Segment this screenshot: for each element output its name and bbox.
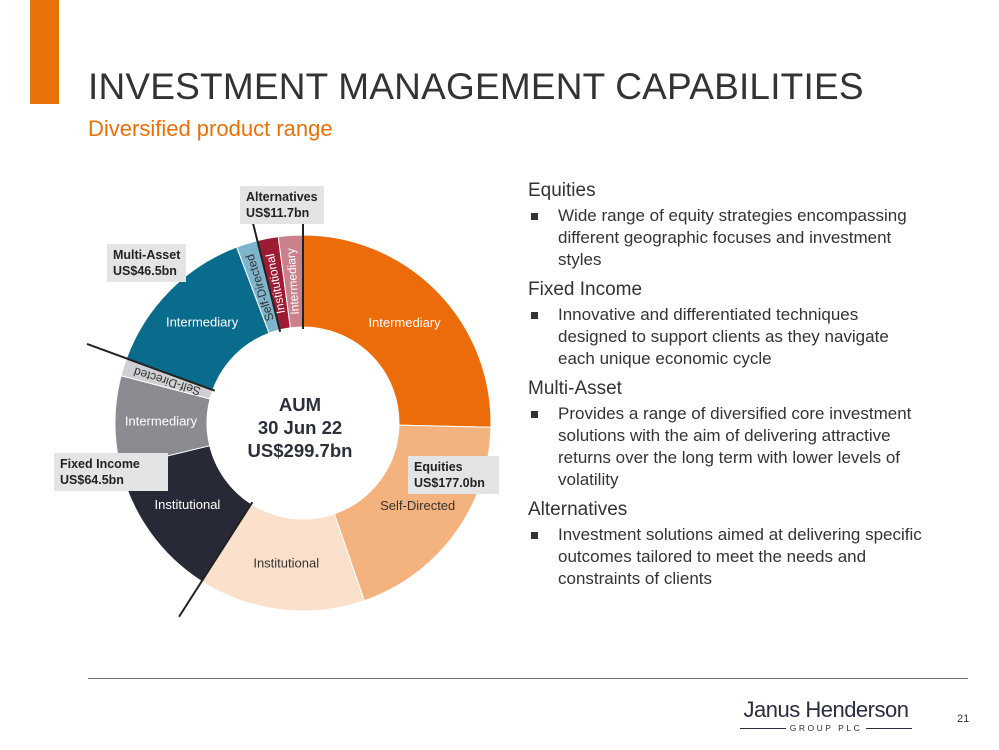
page-title: INVESTMENT MANAGEMENT CAPABILITIES [88, 66, 864, 107]
callout-equities-name: Equities [414, 460, 463, 474]
callout-alternatives-name: Alternatives [246, 190, 318, 204]
callout-alternatives: Alternatives US$11.7bn [240, 186, 324, 224]
bullet-square-icon [531, 411, 538, 418]
donut-center-label: AUM 30 Jun 22 US$299.7bn [225, 393, 375, 462]
group-divider-line [178, 501, 254, 618]
accent-bar [30, 0, 59, 104]
callout-multi-asset-name: Multi-Asset [113, 248, 181, 262]
callout-equities: Equities US$177.0bn [408, 456, 499, 494]
capabilities-list: Equities Wide range of equity strategies… [528, 180, 928, 598]
slice-label-alternatives-intermediary: Intermediary [284, 248, 302, 315]
callout-fixed-income-name: Fixed Income [60, 457, 140, 471]
aum-donut-chart: Intermediary Self-Directed Institutional In… [86, 193, 492, 618]
page-subtitle: Diversified product range [88, 116, 333, 141]
slice-label-equities-self-directed: Self-Directed [380, 498, 455, 513]
slice-equities-intermediary [302, 234, 492, 428]
bullet-square-icon [531, 213, 538, 220]
section-text-equities: Wide range of equity strategies encompas… [528, 205, 928, 271]
bullet-text: Investment solutions aimed at delivering… [558, 525, 922, 588]
slice-label-multi-asset-intermediary: Intermediary [166, 315, 239, 330]
callout-alternatives-value: US$11.7bn [246, 206, 310, 220]
section-text-fixed-income: Innovative and differentiated techniques… [528, 304, 928, 370]
section-text-multi-asset: Provides a range of diversified core inv… [528, 403, 928, 491]
bullet-text: Innovative and differentiated techniques… [558, 305, 889, 368]
callout-fixed-income: Fixed Income US$64.5bn [54, 453, 168, 491]
slice-label-fixed-income-intermediary: Intermediary [125, 413, 198, 428]
section-text-alternatives: Investment solutions aimed at delivering… [528, 524, 928, 590]
footer-divider [88, 678, 968, 679]
logo-wordmark: Janus Henderson [743, 697, 909, 722]
slice-label-equities-institutional: Institutional [253, 555, 319, 570]
section-title-equities: Equities [528, 180, 596, 201]
page-number: 21 [957, 713, 970, 725]
slice-label-equities-intermediary: Intermediary [368, 315, 441, 330]
callout-multi-asset: Multi-Asset US$46.5bn [107, 244, 187, 282]
slice-label-fixed-income-institutional: Institutional [155, 497, 221, 512]
center-label-total: US$299.7bn [247, 440, 353, 461]
bullet-square-icon [531, 312, 538, 319]
callout-fixed-income-value: US$64.5bn [60, 473, 124, 487]
logo-subtext: GROUP PLC [789, 723, 863, 733]
section-title-multi-asset: Multi-Asset [528, 378, 622, 399]
center-label-date: 30 Jun 22 [257, 417, 343, 438]
section-title-fixed-income: Fixed Income [528, 279, 643, 300]
callout-multi-asset-value: US$46.5bn [113, 264, 177, 278]
section-title-alternatives: Alternatives [528, 499, 628, 520]
group-divider-line [86, 343, 216, 392]
company-logo: Janus Henderson GROUP PLC [740, 697, 913, 733]
logo-subline: GROUP PLC [740, 723, 913, 733]
bullet-square-icon [531, 532, 538, 539]
logo-rule-right [866, 727, 913, 729]
bullet-text: Wide range of equity strategies encompas… [558, 206, 907, 269]
callout-equities-value: US$177.0bn [414, 476, 485, 490]
logo-rule-left [740, 727, 786, 729]
bullet-text: Provides a range of diversified core inv… [558, 404, 912, 489]
center-label-aum: AUM [278, 394, 322, 415]
